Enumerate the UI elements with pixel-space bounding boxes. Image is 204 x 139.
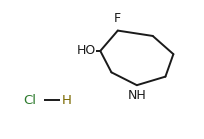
Text: HO: HO	[77, 44, 96, 57]
Text: Cl: Cl	[24, 94, 37, 107]
Text: NH: NH	[127, 90, 145, 102]
Text: F: F	[113, 12, 120, 25]
Text: H: H	[62, 94, 72, 107]
